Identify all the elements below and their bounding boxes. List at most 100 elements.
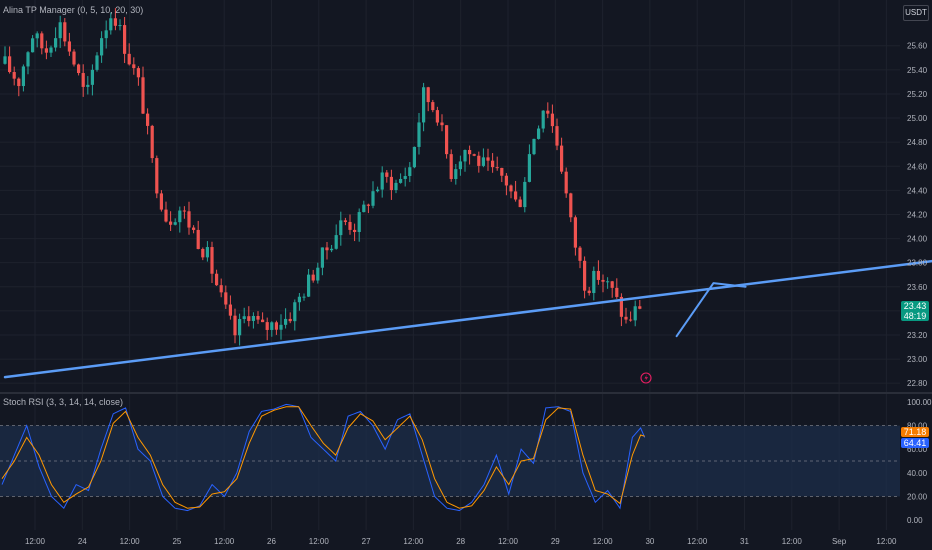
candle-body <box>343 220 347 222</box>
currency-button[interactable]: USDT <box>903 5 929 21</box>
candle-body <box>182 210 186 212</box>
candle-body <box>362 204 366 213</box>
candle <box>169 211 173 232</box>
candle <box>569 192 573 223</box>
candle-body <box>210 247 214 274</box>
candle-body <box>555 126 559 146</box>
price-badge: 23.43 48:19 <box>901 301 929 321</box>
candle-body <box>366 204 370 206</box>
candle <box>54 27 58 52</box>
candle <box>615 278 619 299</box>
candle <box>164 201 168 223</box>
candle <box>247 306 251 327</box>
candle-body <box>638 306 642 309</box>
candle-body <box>504 175 508 186</box>
price-tick-label: 25.20 <box>907 90 928 99</box>
candle <box>49 45 53 58</box>
candle <box>440 114 444 132</box>
candle <box>12 66 16 86</box>
candle-body <box>132 64 136 69</box>
candle-body <box>403 176 407 179</box>
price-tick-label: 24.40 <box>907 186 928 195</box>
price-tick-label: 23.00 <box>907 355 928 364</box>
price-axis[interactable]: 25.60 25.40 25.20 25.00 24.80 24.60 24.40 24.20… <box>907 42 928 388</box>
candle <box>592 266 596 301</box>
candle-body <box>270 322 274 330</box>
candle <box>261 312 265 323</box>
candle <box>81 64 85 97</box>
candle <box>445 125 449 159</box>
candle-body <box>334 235 338 249</box>
candle <box>491 153 495 173</box>
candle-body <box>550 113 554 127</box>
candle-body <box>233 315 237 336</box>
candle-body <box>109 18 113 31</box>
candle <box>251 312 255 329</box>
candle <box>67 32 71 56</box>
candle-body <box>569 193 573 218</box>
candle-body <box>169 221 173 225</box>
candle-body <box>187 211 191 228</box>
current-price-label: 23.43 <box>903 301 927 311</box>
triangle-drawing[interactable] <box>675 282 747 338</box>
candle-body <box>293 302 297 322</box>
candle-body <box>573 217 577 248</box>
candle-body <box>500 167 504 176</box>
candle <box>104 20 108 49</box>
candle-body <box>412 146 416 168</box>
oscillator-legend[interactable]: Stoch RSI (3, 3, 14, 14, close) <box>3 397 124 407</box>
candle <box>3 46 7 65</box>
candle <box>242 307 246 324</box>
candle-body <box>247 316 251 321</box>
candle <box>380 166 384 198</box>
candle <box>583 256 587 299</box>
candle-body <box>238 319 242 336</box>
candle-body <box>353 229 357 232</box>
candle-body <box>523 181 527 208</box>
candle <box>95 52 99 72</box>
candle <box>113 8 117 31</box>
trendline[interactable] <box>3 247 932 379</box>
candle <box>187 201 191 235</box>
candle-body <box>146 113 150 126</box>
candle-body <box>564 171 568 194</box>
time-tick-label: 12:00 <box>25 537 46 546</box>
candle <box>555 118 559 151</box>
candle <box>58 15 62 48</box>
candle <box>417 112 421 155</box>
candle <box>638 299 642 310</box>
candle-body <box>541 110 545 129</box>
candle-body <box>481 157 485 166</box>
candle-body <box>578 247 582 261</box>
time-tick-label: 30 <box>645 537 654 546</box>
candle-body <box>629 319 633 321</box>
candle-body <box>95 55 99 70</box>
candle <box>472 153 476 157</box>
candle <box>587 286 591 296</box>
candle <box>518 196 522 208</box>
oscillator-tick-label: 80.00 <box>907 422 928 431</box>
lightning-icon[interactable] <box>640 372 652 384</box>
candle <box>550 104 554 133</box>
candle-body <box>619 296 623 317</box>
time-tick-label: 28 <box>456 537 465 546</box>
price-indicator-legend[interactable]: Alina TP Manager (0, 5, 10, 20, 30) <box>3 5 144 15</box>
price-tick-label: 24.80 <box>907 138 928 147</box>
candle-body <box>348 221 352 230</box>
candle-body <box>546 110 550 114</box>
oscillator-axis[interactable]: 100.00 80.00 60.00 40.00 20.00 0.00 <box>907 398 932 525</box>
time-tick-label: 25 <box>172 537 181 546</box>
candle-body <box>330 248 334 251</box>
candle-body <box>624 316 628 320</box>
candle <box>86 76 90 95</box>
candle <box>136 66 140 86</box>
time-axis[interactable]: 12:00 24 12:00 25 12:00 26 12:00 27 12:00 28 12:00… <box>25 537 897 546</box>
candle <box>279 314 283 340</box>
candle <box>601 274 605 293</box>
candle <box>132 57 136 75</box>
candle-body <box>615 287 619 297</box>
candle-body <box>224 292 228 305</box>
candle-body <box>279 324 283 330</box>
candle-body <box>196 229 200 249</box>
